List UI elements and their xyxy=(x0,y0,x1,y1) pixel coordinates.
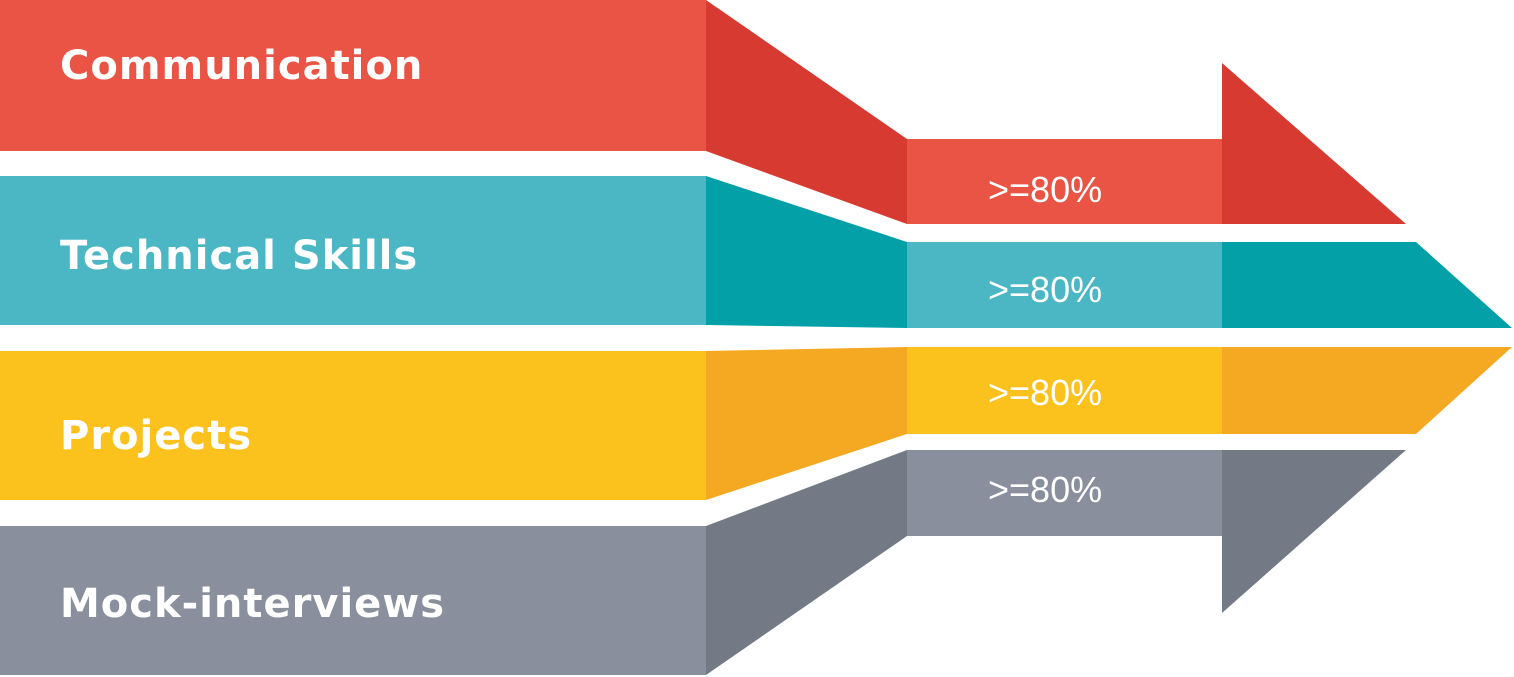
projects-arrowhead xyxy=(1222,347,1512,434)
technical-skills-left-band xyxy=(0,176,706,325)
stage-communication-shape xyxy=(0,0,1406,224)
projects-channel xyxy=(907,347,1222,434)
stage-label-mock-interviews: Mock-interviews xyxy=(60,581,446,627)
stage-technical-skills-shape xyxy=(0,176,1512,328)
mock-interviews-fold xyxy=(706,450,907,675)
projects-fold xyxy=(706,347,907,500)
technical-skills-fold xyxy=(706,176,907,328)
mock-interviews-channel xyxy=(907,450,1222,536)
target-technical-skills: >=80% xyxy=(988,269,1103,310)
target-mock-interviews: >=80% xyxy=(988,469,1103,510)
stage-label-communication: Communication xyxy=(60,43,424,89)
mock-interviews-left-band xyxy=(0,526,706,675)
communication-left-band xyxy=(0,0,706,151)
target-communication: >=80% xyxy=(988,169,1103,210)
stage-mock-interviews-shape xyxy=(0,450,1406,675)
technical-skills-arrowhead xyxy=(1222,242,1512,328)
projects-left-band xyxy=(0,351,706,500)
technical-skills-channel xyxy=(907,242,1222,328)
communication-fold xyxy=(706,0,907,224)
communication-channel xyxy=(907,139,1222,224)
communication-arrowhead xyxy=(1222,63,1406,224)
mock-interviews-arrowhead xyxy=(1222,450,1406,613)
stage-label-projects: Projects xyxy=(60,413,253,459)
stage-projects-shape xyxy=(0,347,1512,500)
stage-label-technical-skills: Technical Skills xyxy=(60,233,419,279)
target-projects: >=80% xyxy=(988,372,1103,413)
